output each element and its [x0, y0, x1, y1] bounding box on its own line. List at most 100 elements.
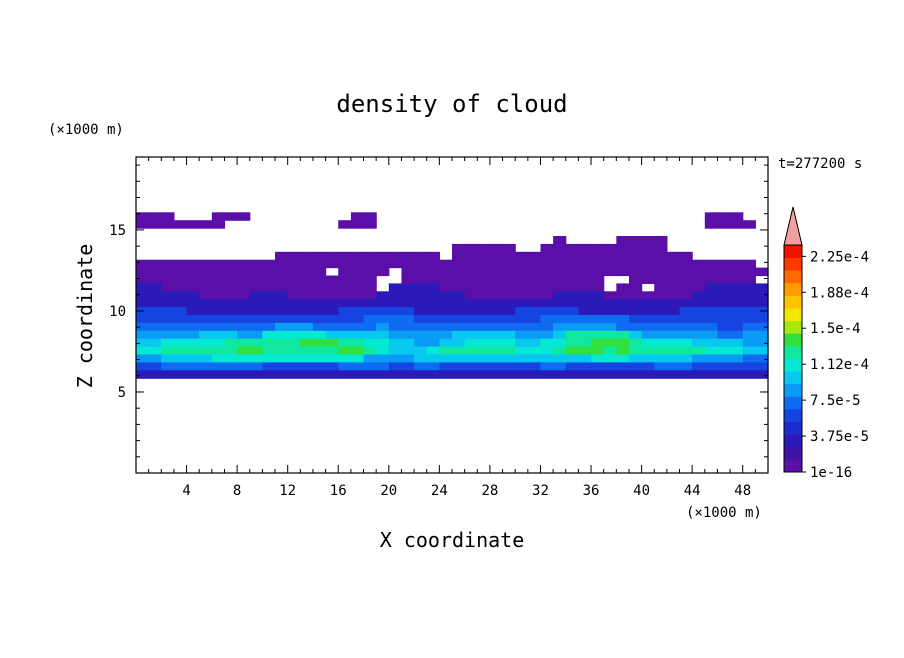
field-cell: [325, 362, 339, 371]
field-cell: [287, 259, 301, 269]
field-cell: [224, 322, 238, 332]
x-unit-label: (×1000 m): [686, 505, 762, 521]
field-cell: [755, 362, 769, 371]
field-cell: [730, 338, 744, 348]
field-cell: [249, 354, 263, 363]
field-cell: [363, 267, 377, 277]
field-cell: [755, 370, 769, 379]
field-cell: [730, 362, 744, 371]
field-cell: [148, 322, 162, 332]
field-cell: [312, 307, 327, 316]
field-cell: [287, 275, 301, 284]
field-cell: [578, 322, 592, 332]
field-cell: [211, 315, 226, 324]
field-cell: [136, 354, 150, 363]
field-cell: [338, 338, 352, 348]
field-cell: [628, 299, 643, 308]
field-cell: [540, 330, 554, 340]
colorbar-label: 7.5e-5: [810, 393, 861, 409]
field-cell: [628, 315, 643, 324]
field-cell: [540, 338, 554, 348]
field-cell: [616, 236, 630, 245]
field-cell: [591, 354, 605, 363]
field-cell: [666, 354, 681, 363]
field-cell: [742, 299, 756, 308]
field-cell: [199, 275, 213, 284]
field-cell: [426, 362, 440, 371]
field-cell: [350, 220, 365, 229]
field-cell: [654, 283, 668, 292]
field-cell: [312, 354, 327, 363]
field-cell: [553, 267, 567, 277]
field-cell: [161, 212, 175, 221]
field-cell: [312, 267, 327, 277]
field-cell: [628, 236, 643, 245]
field-cell: [275, 315, 289, 324]
field-cell: [136, 283, 150, 292]
field-cell: [363, 251, 377, 261]
field-cell: [376, 346, 390, 356]
field-cell: [515, 307, 529, 316]
field-cell: [641, 275, 655, 284]
field-cell: [464, 251, 478, 261]
field-cell: [565, 322, 579, 332]
field-cell: [312, 315, 327, 324]
field-cell: [136, 346, 150, 356]
field-cell: [654, 307, 668, 316]
field-cell: [452, 315, 466, 324]
field-cell: [136, 330, 150, 340]
field-cell: [477, 354, 491, 363]
field-cell: [717, 267, 731, 277]
field-cell: [464, 283, 478, 292]
field-cell: [414, 330, 428, 340]
field-cell: [312, 362, 327, 371]
field-cell: [717, 283, 731, 292]
field-cell: [679, 354, 693, 363]
field-cell: [426, 267, 440, 277]
field-cell: [742, 291, 756, 300]
field-cell: [553, 291, 567, 300]
field-cell: [414, 251, 428, 261]
field-cell: [262, 299, 276, 308]
field-cell: [616, 330, 630, 340]
field-cell: [186, 291, 200, 300]
field-cell: [426, 275, 440, 284]
field-cell: [338, 322, 352, 332]
field-cell: [388, 330, 403, 340]
field-cell: [199, 299, 213, 308]
field-cell: [401, 259, 415, 269]
field-cell: [616, 259, 630, 269]
field-cell: [136, 212, 150, 221]
field-cell: [628, 275, 643, 284]
field-cell: [161, 291, 175, 300]
field-cell: [363, 346, 377, 356]
field-cell: [553, 354, 567, 363]
field-cell: [312, 346, 327, 356]
field-cell: [730, 315, 744, 324]
field-cell: [363, 299, 377, 308]
field-cell: [489, 251, 504, 261]
field-cell: [300, 283, 314, 292]
field-cell: [641, 291, 655, 300]
field-cell: [553, 362, 567, 371]
field-cell: [553, 283, 567, 292]
field-cell: [565, 330, 579, 340]
field-cell: [477, 362, 491, 371]
colorbar-swatch: [784, 446, 802, 460]
x-tick-label: 44: [684, 483, 701, 499]
colorbar-swatch: [784, 383, 802, 397]
field-cell: [426, 338, 440, 348]
field-cell: [262, 370, 276, 379]
field-cell: [312, 251, 327, 261]
field-cell: [338, 267, 352, 277]
field-cell: [211, 259, 226, 269]
field-cell: [312, 338, 327, 348]
field-cell: [679, 362, 693, 371]
field-cell: [704, 291, 719, 300]
field-cell: [388, 338, 403, 348]
field-cell: [742, 315, 756, 324]
field-cell: [275, 354, 289, 363]
field-cell: [414, 338, 428, 348]
field-cell: [603, 315, 617, 324]
field-cell: [502, 299, 516, 308]
